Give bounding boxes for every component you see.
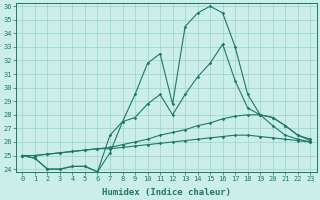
X-axis label: Humidex (Indice chaleur): Humidex (Indice chaleur) [102,188,231,197]
